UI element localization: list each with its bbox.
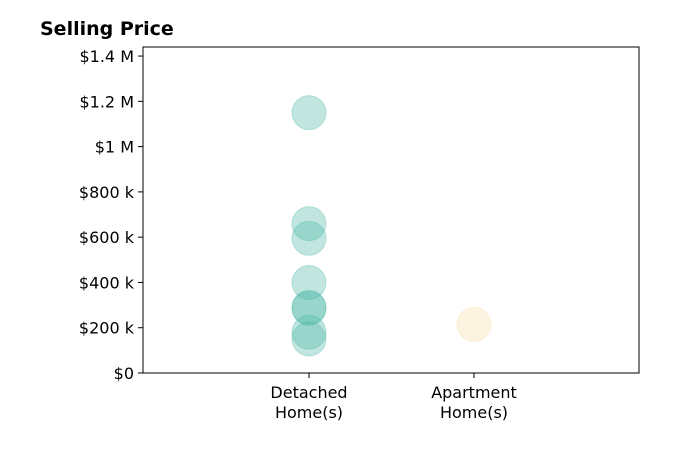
data-point xyxy=(291,314,327,350)
data-point xyxy=(291,289,327,325)
y-tick-label: $600 k xyxy=(79,228,135,247)
y-tick-label: $1 M xyxy=(95,138,134,157)
data-point xyxy=(291,206,327,242)
y-tick-label: $200 k xyxy=(79,319,135,338)
x-axis: Detached Home(s) Apartment Home(s) xyxy=(270,373,517,422)
data-point xyxy=(291,321,327,357)
plot-frame xyxy=(142,46,640,374)
y-tick-label: $0 xyxy=(114,364,134,383)
y-tick-label: $1.4 M xyxy=(79,47,134,66)
y-tick-label: $400 k xyxy=(79,273,135,292)
data-point xyxy=(291,95,327,131)
chart-title: Selling Price xyxy=(40,18,174,40)
y-tick-label: $800 k xyxy=(79,183,135,202)
data-point xyxy=(291,220,327,256)
y-axis: $0 $200 k $400 k $600 k $800 k $1 M $1.2 M $1.4… xyxy=(79,47,143,383)
data-point xyxy=(456,306,492,342)
x-tick-label: Apartment Home(s) xyxy=(431,383,517,422)
data-point xyxy=(291,290,327,326)
data-points xyxy=(291,95,492,357)
data-point xyxy=(291,264,327,300)
y-tick-label: $1.2 M xyxy=(79,92,134,111)
x-tick-label: Detached Home(s) xyxy=(270,383,347,422)
